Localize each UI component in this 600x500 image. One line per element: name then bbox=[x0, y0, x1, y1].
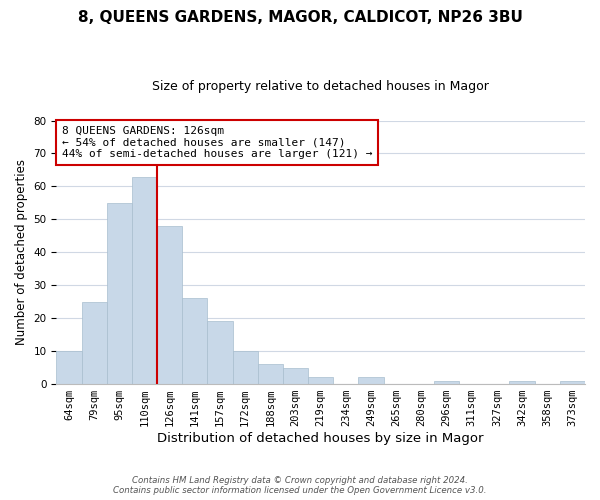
Bar bbox=[258, 364, 283, 384]
Bar bbox=[82, 302, 107, 384]
Y-axis label: Number of detached properties: Number of detached properties bbox=[15, 160, 28, 346]
Bar bbox=[509, 381, 535, 384]
Bar bbox=[233, 351, 258, 384]
Bar bbox=[132, 176, 157, 384]
Text: 8, QUEENS GARDENS, MAGOR, CALDICOT, NP26 3BU: 8, QUEENS GARDENS, MAGOR, CALDICOT, NP26… bbox=[77, 10, 523, 25]
Text: Contains HM Land Registry data © Crown copyright and database right 2024.
Contai: Contains HM Land Registry data © Crown c… bbox=[113, 476, 487, 495]
Bar bbox=[208, 322, 233, 384]
Bar bbox=[107, 203, 132, 384]
X-axis label: Distribution of detached houses by size in Magor: Distribution of detached houses by size … bbox=[157, 432, 484, 445]
Text: 8 QUEENS GARDENS: 126sqm
← 54% of detached houses are smaller (147)
44% of semi-: 8 QUEENS GARDENS: 126sqm ← 54% of detach… bbox=[62, 126, 372, 159]
Bar bbox=[434, 381, 459, 384]
Bar bbox=[358, 378, 383, 384]
Bar bbox=[182, 298, 208, 384]
Bar bbox=[157, 226, 182, 384]
Bar bbox=[283, 368, 308, 384]
Title: Size of property relative to detached houses in Magor: Size of property relative to detached ho… bbox=[152, 80, 489, 93]
Bar bbox=[56, 351, 82, 384]
Bar bbox=[308, 378, 333, 384]
Bar bbox=[560, 381, 585, 384]
